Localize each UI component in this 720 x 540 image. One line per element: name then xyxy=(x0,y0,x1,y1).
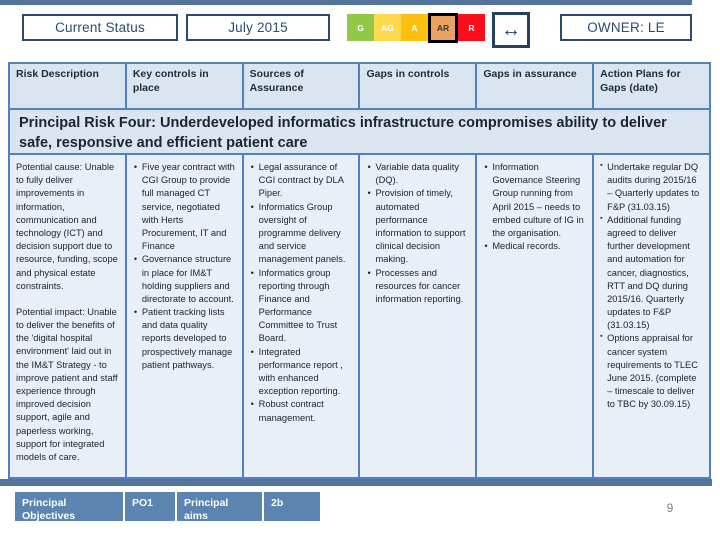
period-box: July 2015 xyxy=(186,14,330,41)
bullet-item: Informatics group reporting through Fina… xyxy=(250,267,354,346)
current-status-box: Current Status xyxy=(22,14,178,41)
header-gaps-assurance: Gaps in assurance xyxy=(477,64,595,108)
bullet-item: Medical records. xyxy=(483,240,587,253)
bullet-item: Options appraisal for cancer system requ… xyxy=(600,332,704,411)
header-action-plans: Action Plans for Gaps (date) xyxy=(600,68,681,94)
risk-paragraph: Potential cause: Unable to fully deliver… xyxy=(16,162,118,291)
cell-risk-description: Potential cause: Unable to fully deliver… xyxy=(10,155,127,477)
bullet-item: Five year contract with CGI Group to pro… xyxy=(133,161,237,253)
rag-cell-amber-red-selected: AR xyxy=(428,13,458,43)
period-label: July 2015 xyxy=(228,20,288,35)
left-right-arrow-icon: ↔ xyxy=(501,18,521,41)
header-key-controls: Key controls in place xyxy=(127,64,244,108)
footer-boxes: Principal Objectives PO1 Principal aims … xyxy=(15,492,320,522)
risk-paragraph: Potential impact: Unable to deliver the … xyxy=(16,306,118,462)
principal-objectives-label: Principal Objectives xyxy=(15,492,123,522)
rag-rating-strip: G AG A AR R xyxy=(347,13,485,43)
bullet-item: Governance structure in place for IM&T h… xyxy=(133,253,237,306)
header-gaps-controls: Gaps in controls xyxy=(360,64,478,108)
bullet-item: Provision of timely, automated performan… xyxy=(366,187,470,266)
table-header-row: Risk Description Key controls in place S… xyxy=(10,64,709,108)
bottom-accent-bar xyxy=(0,479,712,486)
principal-aims-value: 2b xyxy=(264,492,320,521)
principal-aims-label: Principal aims xyxy=(177,492,262,522)
cell-sources-assurance: Legal assurance of CGI contract by DLA P… xyxy=(244,155,361,477)
top-accent-bar xyxy=(0,0,692,5)
header-sources-assurance: Sources of Assurance xyxy=(244,64,361,108)
current-status-label: Current Status xyxy=(55,20,145,35)
bullet-item: Additional funding agreed to deliver fur… xyxy=(600,214,704,333)
bullet-item: Robust contract management. xyxy=(250,398,354,424)
cell-gaps-controls: Variable data quality (DQ). Provision of… xyxy=(360,155,478,477)
page-number: 9 xyxy=(666,501,674,515)
owner-box: OWNER: LE xyxy=(560,14,692,41)
bullet-item: Information Governance Steering Group ru… xyxy=(483,161,587,240)
owner-label: OWNER: LE xyxy=(587,20,665,35)
rag-cell-amber: A xyxy=(401,14,428,41)
cell-action-plans: Undertake regular DQ audits during 2015/… xyxy=(594,155,709,477)
risk-table: Risk Description Key controls in place S… xyxy=(8,62,711,479)
bullet-item: Informatics Group oversight of programme… xyxy=(250,201,354,267)
cell-key-controls: Five year contract with CGI Group to pro… xyxy=(127,155,244,477)
rag-cell-green: G xyxy=(347,14,374,41)
bullet-item: Legal assurance of CGI contract by DLA P… xyxy=(250,161,354,201)
header-risk-description: Risk Description xyxy=(10,64,127,108)
status-row: Current Status July 2015 G AG A AR R ↔ O… xyxy=(0,12,720,48)
rag-cell-amber-green: AG xyxy=(374,14,401,41)
bullet-item: Integrated performance report , with enh… xyxy=(250,346,354,399)
trend-arrow-box: ↔ xyxy=(492,12,530,48)
bullet-item: Undertake regular DQ audits during 2015/… xyxy=(600,161,704,214)
rag-cell-red: R xyxy=(458,14,485,41)
table-content-row: Potential cause: Unable to fully deliver… xyxy=(10,155,709,477)
bullet-item: Patient tracking lists and data quality … xyxy=(133,306,237,372)
principal-risk-title: Principal Risk Four: Underdeveloped info… xyxy=(10,108,709,155)
principal-objectives-value: PO1 xyxy=(125,492,175,521)
cell-gaps-assurance: Information Governance Steering Group ru… xyxy=(477,155,595,477)
bullet-item: Processes and resources for cancer infor… xyxy=(366,267,470,307)
bullet-item: Variable data quality (DQ). xyxy=(366,161,470,187)
